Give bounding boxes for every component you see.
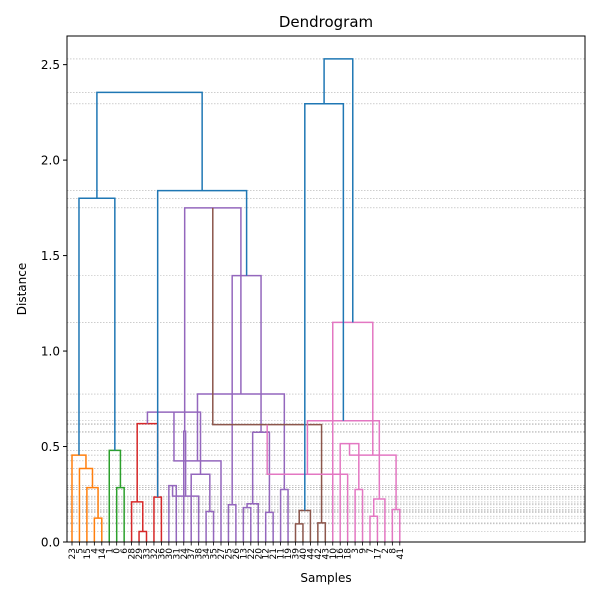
x-tick-label: 18 — [344, 548, 354, 560]
dendrogram-link — [304, 103, 345, 511]
dendrogram-link — [156, 189, 248, 498]
y-tick-label: 0.0 — [41, 536, 60, 550]
dendrogram-link — [93, 517, 103, 542]
dendrogram-link — [348, 443, 397, 510]
dendrogram-link — [339, 442, 360, 542]
x-tick-label: 38 — [195, 548, 205, 560]
dendrogram-link — [146, 411, 202, 475]
x-tick-label: 39 — [292, 548, 302, 560]
x-tick-label: 12 — [262, 548, 272, 559]
dendrogram-link — [306, 420, 381, 500]
x-tick-label: 31 — [172, 548, 182, 559]
dendrogram-link — [196, 393, 286, 490]
x-tick-label: 36 — [157, 548, 167, 560]
x-tick-label: 7 — [366, 548, 376, 554]
dendrogram-link — [190, 473, 211, 542]
dendrogram-links — [71, 58, 401, 542]
x-tick-label: 28 — [128, 548, 138, 560]
x-tick-label: 41 — [396, 548, 406, 559]
x-tick-label: 26 — [232, 548, 242, 560]
dendrogram-link — [71, 454, 87, 542]
x-tick-label: 0 — [113, 548, 123, 554]
x-axis-ticks: 2351541410628293332363031243738343527252… — [68, 542, 406, 559]
x-tick-label: 11 — [277, 548, 287, 559]
x-tick-label: 32 — [150, 548, 160, 559]
x-tick-label: 1 — [105, 548, 115, 554]
y-axis-label: Distance — [15, 263, 29, 315]
y-axis-ticks: 0.0 0.5 1.0 1.5 2.0 2.5 — [41, 58, 67, 550]
x-tick-label: 27 — [217, 548, 227, 559]
dendrogram-link — [138, 530, 148, 542]
x-tick-label: 10 — [329, 548, 339, 560]
dendrogram-link — [96, 91, 203, 199]
x-tick-label: 30 — [165, 548, 175, 560]
grid-lines — [67, 58, 585, 532]
x-tick-label: 8 — [388, 548, 398, 554]
x-tick-label: 29 — [135, 548, 145, 560]
dendrogram-link — [78, 197, 116, 456]
dendrogram-link — [171, 485, 200, 542]
x-tick-label: 4 — [90, 548, 100, 554]
chart-title: Dendrogram — [279, 13, 373, 31]
x-tick-label: 19 — [284, 548, 294, 560]
y-tick-label: 1.0 — [41, 345, 60, 359]
y-tick-label: 2.0 — [41, 154, 60, 168]
x-tick-label: 3 — [351, 548, 361, 554]
dendrogram-link — [136, 422, 159, 502]
x-tick-label: 37 — [187, 548, 197, 559]
dendrogram-link — [298, 509, 312, 542]
x-tick-label: 33 — [143, 548, 153, 559]
y-tick-label: 0.5 — [41, 440, 60, 454]
x-tick-label: 44 — [306, 548, 316, 560]
x-tick-label: 16 — [336, 548, 346, 560]
dendrogram-link — [372, 498, 386, 542]
dendrogram-link — [115, 486, 125, 542]
x-tick-label: 5 — [75, 548, 85, 554]
dendrogram-link — [251, 431, 271, 513]
dendrogram-link — [183, 430, 187, 542]
dendrogram-link — [78, 467, 94, 542]
x-tick-label: 17 — [373, 548, 383, 559]
y-tick-label: 2.5 — [41, 58, 60, 72]
dendrogram-link — [323, 58, 354, 323]
dendrogram-link — [130, 501, 144, 542]
dendrogram-link — [242, 506, 252, 542]
x-tick-label: 2 — [381, 548, 391, 554]
x-tick-label: 40 — [299, 548, 309, 560]
x-tick-label: 6 — [120, 548, 130, 554]
x-tick-label: 35 — [210, 548, 220, 559]
x-tick-label: 43 — [321, 548, 331, 559]
x-tick-label: 13 — [239, 548, 249, 559]
dendrogram-link — [317, 522, 327, 542]
dendrogram-link — [86, 486, 99, 542]
dendrogram-link — [231, 274, 262, 505]
x-tick-label: 34 — [202, 548, 212, 560]
x-tick-label: 15 — [83, 548, 93, 559]
x-tick-label: 9 — [359, 548, 369, 554]
dendrogram-link — [354, 488, 364, 542]
dendrogram-link — [183, 207, 242, 432]
x-tick-label: 22 — [247, 548, 257, 559]
plot-frame — [66, 35, 586, 543]
x-tick-label: 24 — [180, 548, 190, 560]
x-axis-label: Samples — [300, 571, 351, 585]
x-tick-label: 21 — [269, 548, 279, 559]
dendrogram-link — [391, 508, 401, 542]
dendrogram-link — [369, 515, 379, 542]
dendrogram-link — [264, 511, 274, 542]
dendrogram-link — [279, 488, 289, 542]
x-tick-label: 23 — [68, 548, 78, 559]
dendrogram-link — [294, 523, 304, 542]
y-tick-label: 1.5 — [41, 249, 60, 263]
x-tick-label: 20 — [254, 548, 264, 560]
x-tick-label: 25 — [224, 548, 234, 559]
x-tick-label: 14 — [98, 548, 108, 560]
x-tick-label: 42 — [314, 548, 324, 559]
